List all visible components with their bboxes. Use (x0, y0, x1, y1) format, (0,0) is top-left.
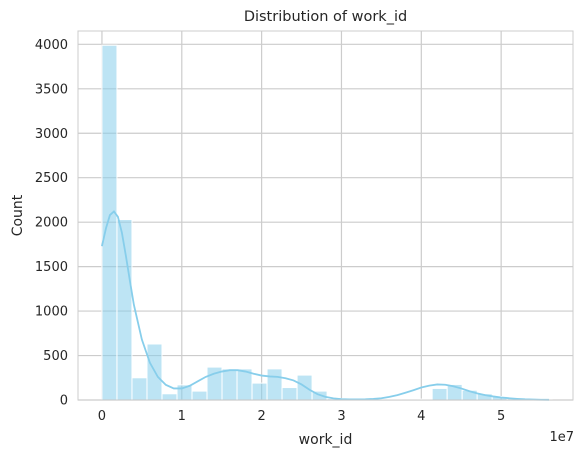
histogram-bar (191, 390, 208, 401)
y-tick-label: 4000 (35, 38, 68, 53)
histogram-bar (161, 393, 178, 401)
y-tick-label: 1000 (35, 305, 68, 320)
grid-lines (78, 31, 573, 401)
x-tick-label: 4 (417, 409, 425, 424)
histogram-bar (251, 382, 268, 401)
kde-curve-line (101, 210, 550, 401)
y-axis-ticks: 0 500 1000 1500 2000 2500 3000 3500 4000 (35, 38, 68, 409)
histogram-bar (281, 387, 298, 401)
histogram-bar (431, 387, 448, 401)
histogram-bars (101, 44, 553, 401)
y-tick-label: 3000 (35, 127, 68, 142)
x-tick-label: 3 (337, 409, 345, 424)
x-tick-label: 0 (98, 409, 106, 424)
y-tick-label: 0 (60, 394, 68, 409)
histogram-bar (221, 368, 238, 401)
x-axis-ticks: 0 1 2 3 4 5 (98, 409, 505, 424)
x-tick-label: 2 (257, 409, 265, 424)
y-tick-label: 500 (43, 349, 68, 364)
x-tick-label: 1 (178, 409, 186, 424)
histogram-bar (296, 374, 313, 401)
y-axis-title: Count (10, 194, 26, 236)
histogram-bar (131, 377, 148, 401)
histogram-bar (101, 44, 118, 401)
y-tick-label: 3500 (35, 82, 68, 97)
histogram-bar (266, 368, 283, 401)
x-tick-label: 5 (497, 409, 505, 424)
y-tick-label: 1500 (35, 260, 68, 275)
plot-frame (77, 30, 574, 401)
y-tick-label: 2000 (35, 216, 68, 231)
x-axis-offset-text: 1e7 (549, 430, 574, 445)
chart-title: Distribution of work_id (244, 9, 407, 25)
y-tick-label: 2500 (35, 171, 68, 186)
x-axis-title: work_id (299, 432, 353, 448)
